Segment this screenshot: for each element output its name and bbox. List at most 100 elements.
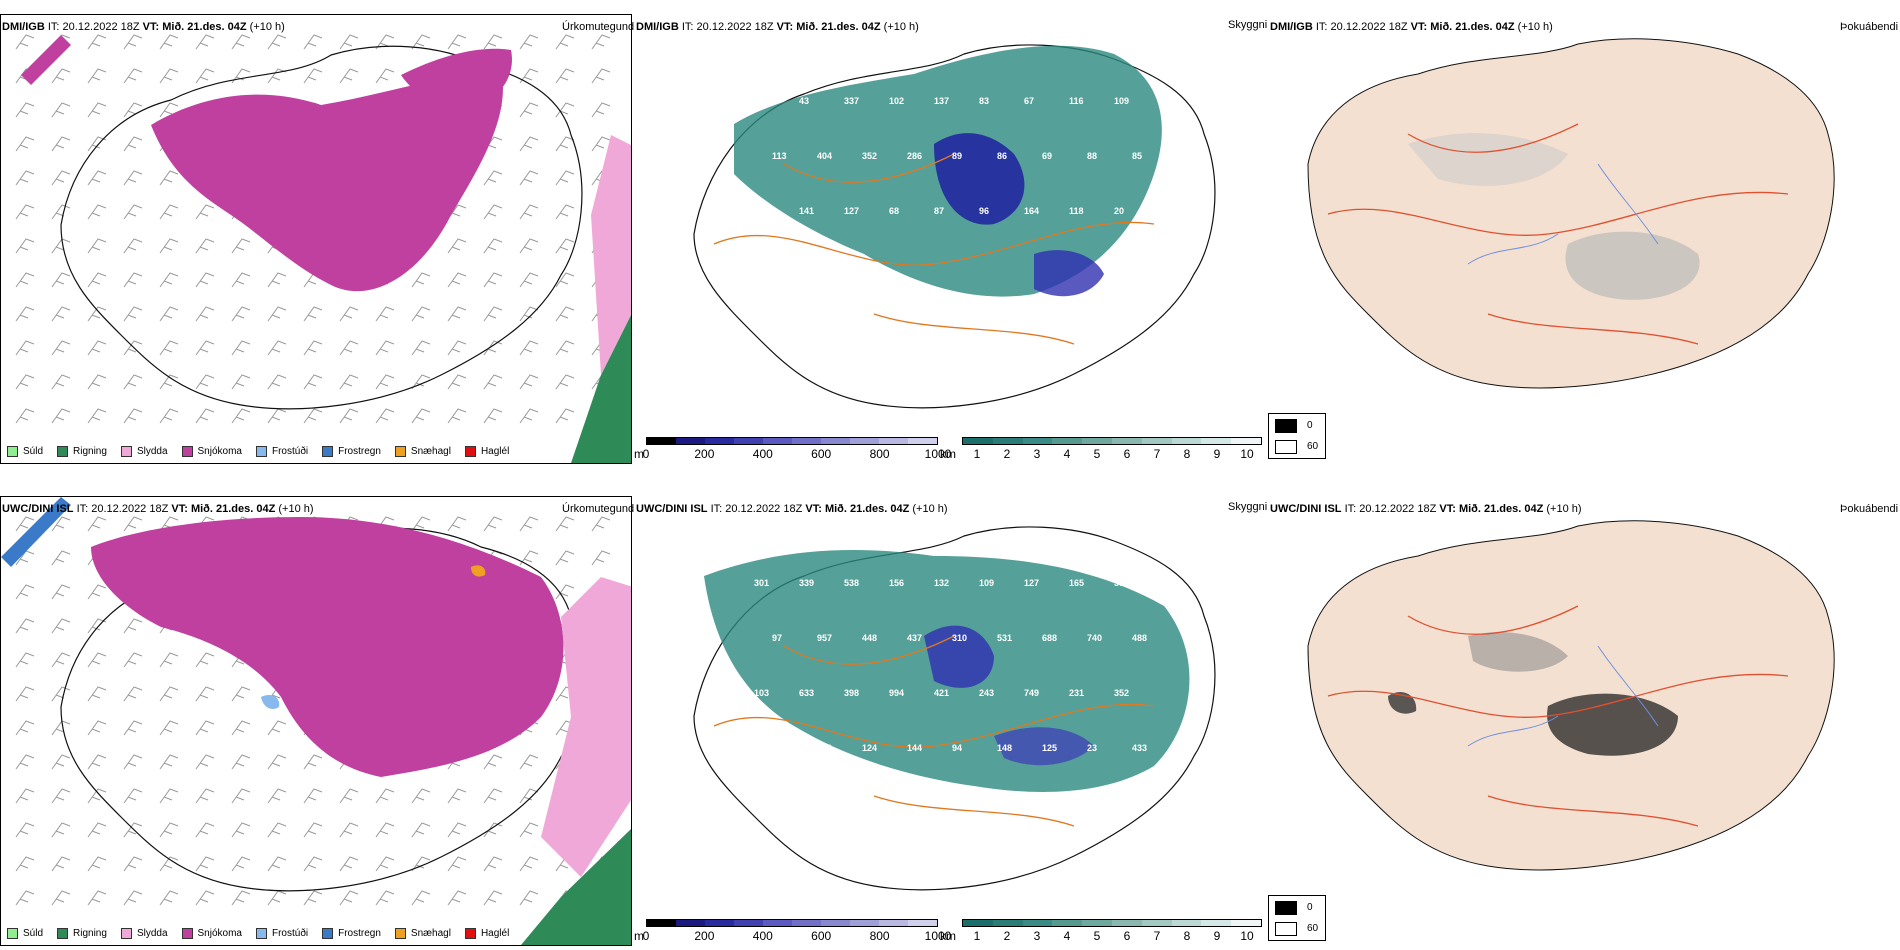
ceiling-value-label: 165: [1069, 578, 1084, 588]
wind-barb: [447, 788, 467, 804]
wind-barb: [15, 102, 35, 118]
wind-barb: [87, 408, 107, 424]
wind-barb: [447, 340, 467, 356]
wind-barb: [555, 272, 575, 288]
wind-barb: [51, 686, 71, 702]
wind-barb: [87, 238, 107, 254]
ceiling-value-label: 125: [1042, 743, 1057, 753]
colorbar-segment: [647, 438, 676, 444]
wind-barb: [519, 550, 539, 566]
ceiling-value-label: 433: [1132, 743, 1147, 753]
colorbar-tick-label: 400: [752, 447, 773, 461]
ceiling-value-label: 337: [844, 96, 859, 106]
ceiling-value-label: 77: [754, 206, 764, 216]
wind-barb: [15, 720, 35, 736]
wind-barb: [375, 374, 395, 390]
wind-barb: [339, 788, 359, 804]
wind-barb: [159, 238, 179, 254]
ceiling-value-label: 231: [1069, 688, 1084, 698]
wind-barb: [555, 516, 575, 532]
colorbar-tick-label: 2: [1003, 929, 1011, 943]
wind-barb: [159, 306, 179, 322]
wind-barb: [555, 340, 575, 356]
wind-barb: [519, 272, 539, 288]
wind-barb: [519, 822, 539, 838]
wind-barb: [51, 550, 71, 566]
wind-barb: [483, 204, 503, 220]
ceiling-value-labels: 663 43 337 102 137 83 67 116 109 113 404 352 286 89 86…: [754, 96, 1142, 271]
panel-header-1: DMI/IGB IT: 20.12.2022 18Z VT: Mið. 21.d…: [2, 21, 285, 33]
legend-label: Frostregn: [338, 928, 381, 939]
wind-barb: [303, 408, 323, 424]
wind-barb: [519, 856, 539, 872]
wind-barb: [231, 306, 251, 322]
wind-barb: [231, 686, 251, 702]
wind-barb: [15, 34, 35, 50]
colorbar-tick-label: 8: [1183, 447, 1191, 461]
snow-area-ne: [401, 48, 512, 109]
colorbar-tick-label: 4: [1063, 929, 1071, 943]
wind-barb: [87, 170, 107, 186]
wind-barb: [267, 34, 287, 50]
ceiling-value-label: 310: [952, 633, 967, 643]
ceiling-value-label: 749: [1024, 688, 1039, 698]
wind-barb: [591, 136, 611, 152]
wind-barb: [195, 890, 215, 906]
wind-barb: [123, 136, 143, 152]
wind-barb: [231, 374, 251, 390]
colorbar-segment: [734, 920, 763, 926]
colorbar-segment: [792, 438, 821, 444]
wind-barb: [555, 306, 575, 322]
wind-barb: [303, 68, 323, 84]
wind-barb: [123, 652, 143, 668]
legend-item: Snæhagl: [394, 928, 451, 939]
wind-barb: [555, 102, 575, 118]
wind-barb: [303, 788, 323, 804]
ceiling-value-labels: 301 339 538 156 132 109 127 165 591 97 957 448 437 31…: [754, 578, 1147, 753]
legend-label: Frostregn: [338, 446, 381, 457]
ceiling-value-label: 633: [799, 688, 814, 698]
wind-barb: [159, 788, 179, 804]
wind-barb: [159, 340, 179, 356]
wind-barb: [159, 408, 179, 424]
wind-barb: [231, 856, 251, 872]
legend-label: Haglél: [480, 446, 510, 457]
rain-area-se: [521, 828, 631, 945]
ceiling-value-label: 23: [1087, 743, 1097, 753]
variable-name-precip-1: Úrkomutegund: [562, 21, 635, 33]
colorbar-segment: [963, 920, 993, 926]
legend-swatch: [394, 446, 406, 457]
colorbar-tick-label: 0: [642, 447, 650, 461]
wind-barb: [195, 754, 215, 770]
legend-label: Snæhagl: [410, 928, 451, 939]
colorbar-segment: [850, 920, 879, 926]
wind-barb: [231, 68, 251, 84]
wind-barb: [555, 584, 575, 600]
wind-barb: [15, 238, 35, 254]
colorbar-segment: [1082, 438, 1112, 444]
wind-barb: [87, 584, 107, 600]
wind-barb: [267, 788, 287, 804]
wind-barb: [483, 238, 503, 254]
snow-area: [151, 70, 503, 292]
wind-barb: [519, 102, 539, 118]
wind-barb: [375, 408, 395, 424]
wind-barb: [87, 822, 107, 838]
wind-barb: [411, 340, 431, 356]
ceiling-value-label: 994: [889, 688, 904, 698]
wind-barb: [87, 204, 107, 220]
ceiling-value-label: 591: [1114, 578, 1129, 588]
wind-barb: [519, 788, 539, 804]
colorbar-segment: [1231, 438, 1261, 444]
colorbar-segment: [1022, 920, 1053, 926]
wind-barb: [519, 136, 539, 152]
colorbar-segment: [908, 920, 937, 926]
cloud-map-1: 663 43 337 102 137 83 67 116 109 113 404 352 286 89 86…: [693, 44, 1216, 409]
colorbar-tick-label: 200: [694, 447, 715, 461]
legend-item: Snæhagl: [394, 446, 451, 457]
wind-barb: [15, 788, 35, 804]
fog-gray-area: [1565, 231, 1700, 300]
wind-barb: [303, 754, 323, 770]
wind-barb: [483, 890, 503, 906]
wind-barb: [51, 204, 71, 220]
